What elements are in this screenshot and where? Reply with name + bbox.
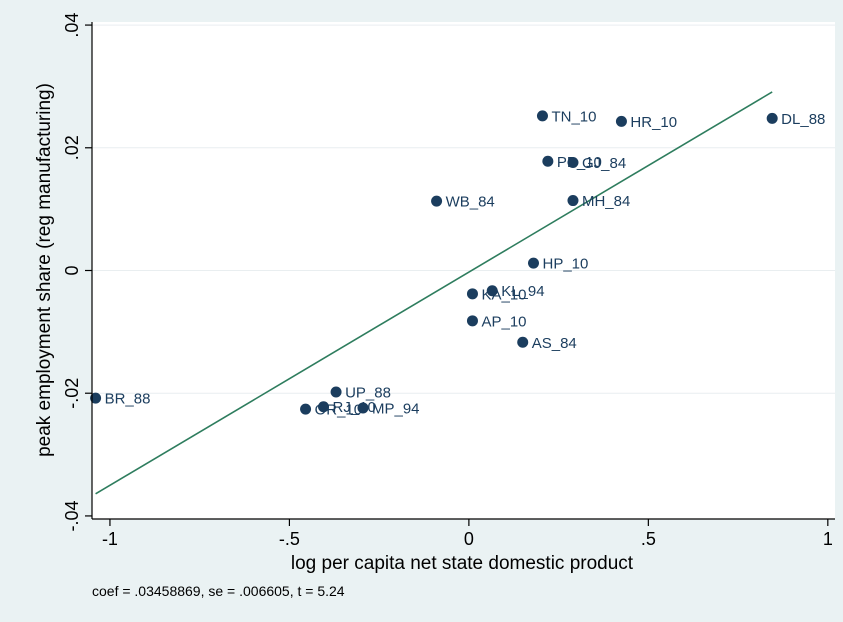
point-label: KA_10 bbox=[481, 286, 526, 303]
point-marker bbox=[300, 403, 312, 415]
point-label: AP_10 bbox=[481, 313, 526, 330]
data-point: KA_10 bbox=[466, 286, 527, 303]
regression-note: coef = .03458869, se = .006605, t = 5.24 bbox=[92, 583, 345, 599]
point-marker bbox=[486, 285, 498, 297]
point-marker bbox=[567, 157, 579, 169]
point-marker bbox=[466, 315, 478, 327]
point-marker bbox=[766, 112, 778, 124]
point-marker bbox=[527, 257, 539, 269]
fit-line-group bbox=[95, 91, 773, 495]
point-label: OR_10 bbox=[315, 402, 363, 419]
x-tick-label: -1 bbox=[102, 529, 118, 549]
data-point: PB_10 bbox=[542, 154, 602, 171]
data-point: UP_88 bbox=[330, 384, 391, 401]
data-point: OR_10 bbox=[300, 402, 362, 419]
y-axis-title: peak employment share (reg manufacturing… bbox=[34, 83, 55, 457]
point-marker bbox=[517, 336, 529, 348]
data-point: GJ_84 bbox=[567, 155, 626, 172]
y-tick-label: 0 bbox=[62, 265, 82, 275]
point-label: PB_10 bbox=[557, 154, 602, 171]
data-point: WB_84 bbox=[431, 194, 495, 211]
point-label: TN_10 bbox=[551, 108, 596, 125]
point-label: WB_84 bbox=[446, 194, 495, 211]
y-tick-label: -.04 bbox=[62, 500, 82, 531]
x-tick-label: .5 bbox=[641, 529, 656, 549]
point-label: GJ_84 bbox=[582, 155, 626, 172]
axes: -1 -.5 0 .5 1 -.04 -.02 0 .02 .04 bbox=[62, 13, 835, 549]
point-marker bbox=[615, 115, 627, 127]
data-point: MP_94 bbox=[357, 400, 420, 417]
point-marker bbox=[431, 195, 443, 207]
point-label: AS_84 bbox=[532, 335, 577, 352]
data-point: MH_84 bbox=[567, 193, 630, 210]
data-point: TN_10 bbox=[536, 108, 596, 125]
y-tick-label: .02 bbox=[62, 135, 82, 160]
data-point: AS_84 bbox=[517, 335, 577, 352]
point-label: HP_10 bbox=[542, 256, 588, 273]
gridlines bbox=[92, 24, 835, 394]
point-label: HR_10 bbox=[630, 114, 677, 131]
data-point: BR_88 bbox=[90, 391, 150, 408]
fit-line bbox=[95, 91, 773, 495]
y-tick-label: .04 bbox=[62, 13, 82, 38]
data-point: DL_88 bbox=[766, 111, 825, 128]
point-marker bbox=[567, 195, 579, 207]
data-point: HR_10 bbox=[615, 114, 677, 131]
point-label: MP_94 bbox=[372, 400, 420, 417]
point-marker bbox=[542, 155, 554, 167]
point-marker bbox=[90, 392, 102, 404]
x-tick-label: -.5 bbox=[279, 529, 300, 549]
point-label: UP_88 bbox=[345, 384, 391, 401]
data-point: HP_10 bbox=[527, 256, 588, 273]
data-point: KL_94 bbox=[486, 283, 545, 300]
x-tick-label: 1 bbox=[823, 529, 833, 549]
data-point: AP_10 bbox=[466, 313, 527, 330]
point-label: MH_84 bbox=[582, 193, 630, 210]
point-marker bbox=[357, 402, 369, 414]
x-tick-label: 0 bbox=[464, 529, 474, 549]
point-marker bbox=[330, 386, 342, 398]
y-tick-label: -.02 bbox=[62, 378, 82, 409]
point-marker bbox=[318, 401, 330, 413]
point-marker bbox=[466, 288, 478, 300]
point-label: BR_88 bbox=[105, 391, 151, 408]
x-axis-title: log per capita net state domestic produc… bbox=[291, 553, 634, 574]
point-label: DL_88 bbox=[781, 111, 825, 128]
point-label: KL_94 bbox=[501, 283, 544, 300]
point-marker bbox=[536, 110, 548, 122]
